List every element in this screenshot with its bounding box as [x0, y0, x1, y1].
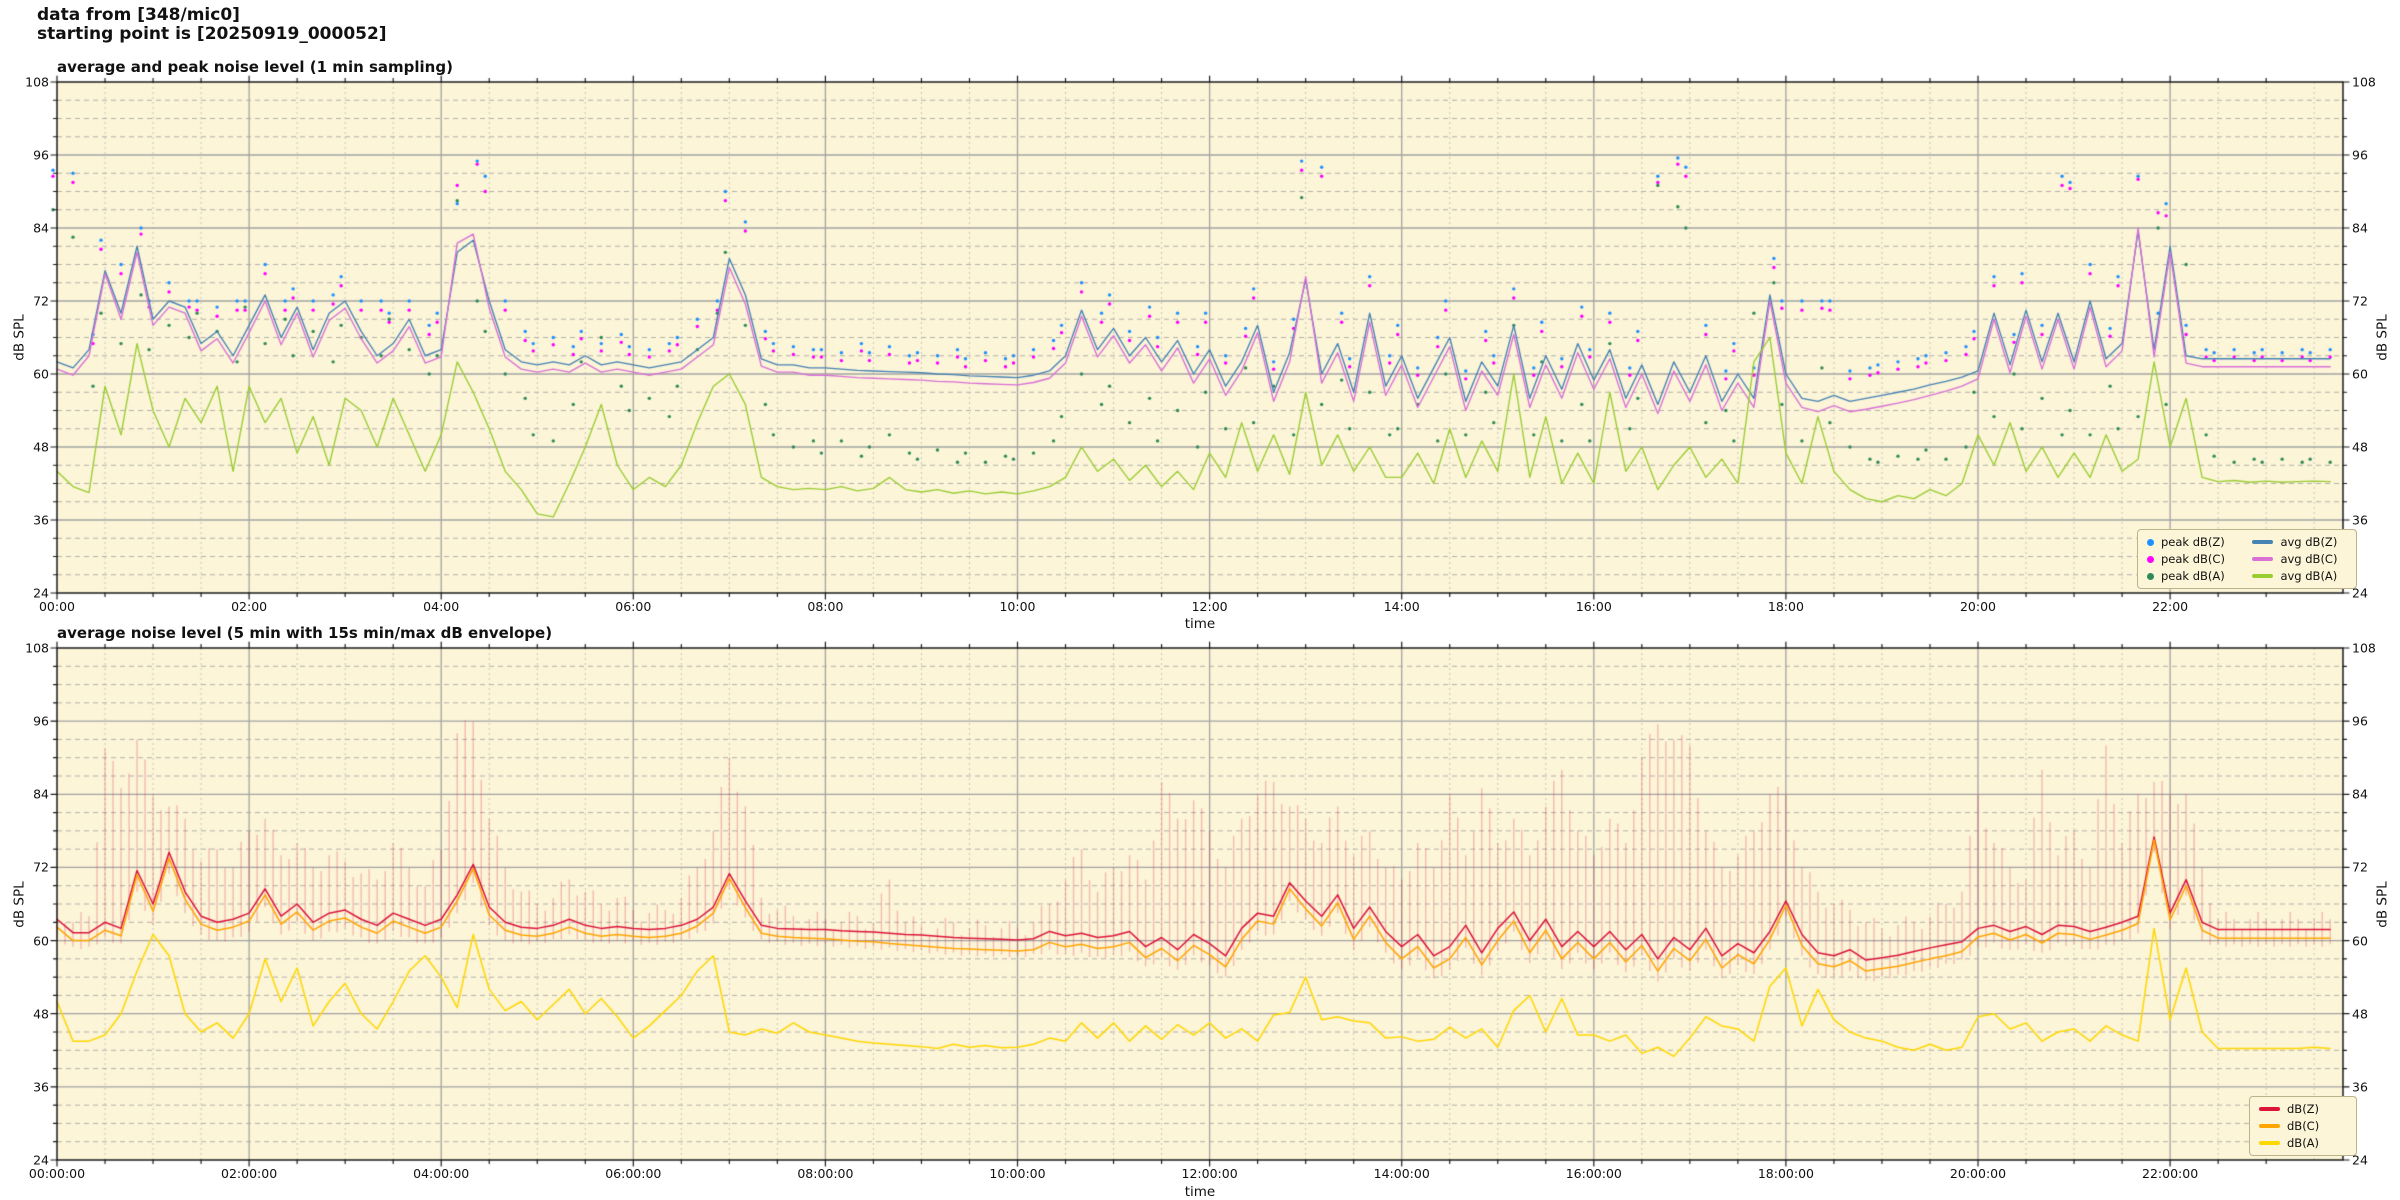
x-tick-label: 14:00:00	[1373, 1166, 1430, 1181]
y-tick-label: 96	[2352, 147, 2368, 163]
x-tick-label: 12:00:00	[1181, 1166, 1238, 1181]
legend-line-marker	[2259, 1124, 2280, 1128]
y-tick-label: 36	[33, 1079, 49, 1095]
y-tick-label: 72	[33, 859, 49, 875]
header-data-source: data from [348/mic0]	[37, 5, 240, 25]
legend-entry: peak dB(Z)	[2147, 535, 2234, 549]
x-tick-label: 04:00	[423, 599, 460, 614]
y-tick-label: 24	[2352, 585, 2368, 601]
x-tick-label: 04:00:00	[413, 1166, 470, 1181]
y-tick-label: 36	[2352, 512, 2368, 528]
legend-line-marker	[2252, 557, 2274, 561]
y-tick-label: 96	[33, 713, 49, 729]
legend-dot-marker	[2147, 538, 2154, 546]
x-tick-label: 10:00	[999, 599, 1036, 614]
legend-label: dB(C)	[2287, 1119, 2320, 1133]
header-starting-point: starting point is [20250919_000052]	[37, 24, 387, 44]
x-tick-label: 20:00:00	[1949, 1166, 2007, 1181]
y-tick-label: 84	[2352, 220, 2368, 236]
x-tick-label: 16:00:00	[1565, 1166, 1622, 1181]
y-tick-label: 72	[33, 293, 49, 309]
legend-entry: avg dB(Z)	[2252, 535, 2347, 549]
bottom-xlabel: time	[1184, 1184, 1216, 1200]
y-tick-label: 48	[2352, 439, 2368, 455]
x-tick-label: 10:00:00	[989, 1166, 1046, 1181]
top-xlabel: time	[1184, 616, 1216, 632]
legend-line-marker	[2252, 574, 2274, 578]
x-tick-label: 16:00	[1575, 599, 1612, 614]
y-tick-label: 108	[2352, 74, 2376, 90]
y-tick-label: 24	[33, 585, 49, 601]
bottom-chart-canvas	[47, 638, 2353, 1170]
y-tick-label: 36	[33, 512, 49, 528]
y-tick-label: 60	[2352, 933, 2368, 949]
top-chart-legend: peak dB(Z) avg dB(Z) peak dB(C) avg dB(C) pe…	[2137, 529, 2357, 589]
y-tick-label: 60	[33, 933, 49, 949]
y-tick-label: 48	[33, 439, 49, 455]
top-chart-canvas	[47, 72, 2353, 603]
legend-label: peak dB(A)	[2161, 569, 2225, 583]
legend-dot-marker	[2147, 572, 2154, 580]
y-tick-label: 108	[25, 74, 49, 90]
y-tick-label: 84	[2352, 786, 2368, 802]
legend-entry: avg dB(A)	[2252, 569, 2347, 583]
legend-label: dB(A)	[2287, 1136, 2320, 1150]
x-tick-label: 08:00	[807, 599, 844, 614]
x-tick-label: 18:00:00	[1757, 1166, 1814, 1181]
legend-label: avg dB(C)	[2280, 552, 2338, 566]
y-tick-label: 24	[2352, 1152, 2368, 1168]
x-tick-label: 22:00:00	[2142, 1166, 2199, 1181]
legend-entry: dB(Z)	[2259, 1102, 2347, 1116]
legend-entry: dB(A)	[2259, 1136, 2347, 1150]
x-tick-label: 06:00	[615, 599, 652, 614]
x-tick-label: 00:00	[38, 599, 76, 614]
y-tick-label: 96	[2352, 713, 2368, 729]
x-tick-label: 06:00:00	[605, 1166, 662, 1181]
x-tick-label: 20:00	[1959, 599, 1997, 614]
legend-entry: peak dB(A)	[2147, 569, 2234, 583]
x-tick-label: 14:00	[1383, 599, 1420, 614]
y-tick-label: 60	[2352, 366, 2368, 382]
x-tick-label: 22:00	[2152, 599, 2189, 614]
y-tick-label: 48	[33, 1006, 49, 1022]
legend-label: avg dB(Z)	[2280, 535, 2338, 549]
legend-label: peak dB(C)	[2161, 552, 2225, 566]
legend-line-marker	[2259, 1141, 2280, 1145]
top-chart-title: average and peak noise level (1 min samp…	[57, 58, 453, 76]
y-tick-label: 24	[33, 1152, 49, 1168]
x-tick-label: 02:00	[231, 599, 268, 614]
bottom-chart-legend: dB(Z) dB(C) dB(A)	[2249, 1096, 2357, 1156]
legend-label: dB(Z)	[2287, 1102, 2320, 1116]
legend-dot-marker	[2147, 555, 2154, 563]
legend-line-marker	[2252, 540, 2274, 544]
x-tick-label: 00:00:00	[28, 1166, 86, 1181]
x-tick-label: 12:00	[1191, 599, 1228, 614]
legend-label: avg dB(A)	[2280, 569, 2338, 583]
y-tick-label: 84	[33, 220, 49, 236]
y-tick-label: 72	[2352, 859, 2368, 875]
y-tick-label: 96	[33, 147, 49, 163]
y-tick-label: 48	[2352, 1006, 2368, 1022]
bottom-chart-title: average noise level (5 min with 15s min/…	[57, 624, 553, 642]
legend-entry: peak dB(C)	[2147, 552, 2234, 566]
y-tick-label: 36	[2352, 1079, 2368, 1095]
y-tick-label: 72	[2352, 293, 2368, 309]
x-tick-label: 02:00:00	[221, 1166, 278, 1181]
y-tick-label: 60	[33, 366, 49, 382]
legend-line-marker	[2259, 1107, 2280, 1111]
y-tick-label: 84	[33, 786, 49, 802]
legend-entry: dB(C)	[2259, 1119, 2347, 1133]
y-tick-label: 108	[2352, 640, 2376, 656]
legend-entry: avg dB(C)	[2252, 552, 2347, 566]
legend-label: peak dB(Z)	[2161, 535, 2225, 549]
x-tick-label: 18:00	[1767, 599, 1804, 614]
y-tick-label: 108	[25, 640, 49, 656]
x-tick-label: 08:00:00	[797, 1166, 854, 1181]
